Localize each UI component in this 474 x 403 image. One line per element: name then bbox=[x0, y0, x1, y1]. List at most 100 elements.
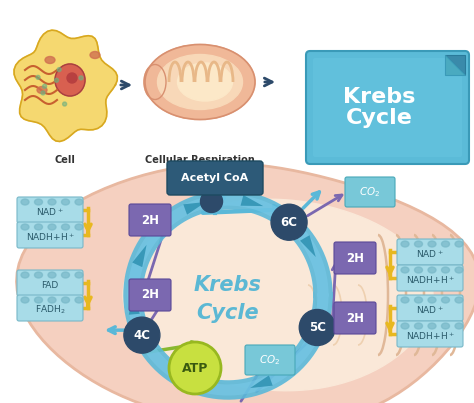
FancyBboxPatch shape bbox=[397, 295, 463, 321]
FancyBboxPatch shape bbox=[129, 279, 171, 311]
Ellipse shape bbox=[441, 323, 449, 329]
Circle shape bbox=[79, 76, 83, 80]
Text: NADH+H$^+$: NADH+H$^+$ bbox=[406, 274, 455, 286]
Text: FAD: FAD bbox=[41, 280, 59, 289]
Circle shape bbox=[41, 91, 45, 95]
Text: 2H: 2H bbox=[141, 289, 159, 301]
Ellipse shape bbox=[45, 56, 55, 64]
Text: Krebs: Krebs bbox=[194, 275, 262, 295]
Ellipse shape bbox=[144, 64, 166, 100]
Text: 4C: 4C bbox=[133, 329, 150, 342]
Ellipse shape bbox=[48, 272, 56, 278]
Ellipse shape bbox=[90, 52, 100, 58]
Ellipse shape bbox=[75, 272, 83, 278]
Circle shape bbox=[124, 317, 160, 353]
Text: NAD$^+$: NAD$^+$ bbox=[416, 304, 444, 316]
Text: Cycle: Cycle bbox=[197, 303, 259, 323]
Circle shape bbox=[63, 102, 67, 106]
Circle shape bbox=[271, 204, 307, 240]
Ellipse shape bbox=[145, 44, 255, 120]
FancyBboxPatch shape bbox=[17, 270, 83, 296]
Ellipse shape bbox=[48, 199, 56, 205]
Ellipse shape bbox=[67, 73, 77, 83]
Ellipse shape bbox=[428, 297, 436, 303]
Ellipse shape bbox=[401, 267, 409, 273]
Polygon shape bbox=[123, 199, 433, 391]
Ellipse shape bbox=[21, 224, 29, 230]
FancyBboxPatch shape bbox=[245, 345, 295, 375]
Circle shape bbox=[57, 68, 61, 72]
Polygon shape bbox=[132, 245, 146, 267]
Ellipse shape bbox=[55, 64, 85, 96]
FancyBboxPatch shape bbox=[129, 204, 171, 236]
Polygon shape bbox=[300, 235, 316, 257]
Ellipse shape bbox=[62, 272, 70, 278]
Ellipse shape bbox=[75, 297, 83, 303]
Polygon shape bbox=[129, 292, 140, 315]
Text: NAD$^+$: NAD$^+$ bbox=[416, 248, 444, 260]
Ellipse shape bbox=[455, 267, 463, 273]
FancyBboxPatch shape bbox=[334, 242, 376, 274]
Polygon shape bbox=[183, 202, 206, 215]
Text: 2H: 2H bbox=[141, 214, 159, 226]
FancyBboxPatch shape bbox=[397, 239, 463, 265]
Polygon shape bbox=[14, 30, 118, 141]
Text: Cellular Respiration: Cellular Respiration bbox=[145, 155, 255, 165]
Circle shape bbox=[55, 78, 58, 82]
FancyBboxPatch shape bbox=[306, 51, 469, 164]
Circle shape bbox=[36, 75, 40, 79]
Ellipse shape bbox=[62, 297, 70, 303]
Text: Krebs
Cycle: Krebs Cycle bbox=[343, 87, 416, 128]
Ellipse shape bbox=[35, 272, 43, 278]
FancyBboxPatch shape bbox=[167, 161, 263, 195]
Ellipse shape bbox=[48, 224, 56, 230]
FancyBboxPatch shape bbox=[17, 197, 83, 223]
Ellipse shape bbox=[414, 267, 422, 273]
Ellipse shape bbox=[21, 199, 29, 205]
Text: ATP: ATP bbox=[182, 361, 208, 374]
Ellipse shape bbox=[414, 241, 422, 247]
Ellipse shape bbox=[428, 267, 436, 273]
Ellipse shape bbox=[62, 224, 70, 230]
Ellipse shape bbox=[177, 63, 233, 101]
FancyBboxPatch shape bbox=[397, 321, 463, 347]
Ellipse shape bbox=[401, 241, 409, 247]
Text: FADH$_2$: FADH$_2$ bbox=[35, 304, 65, 316]
Ellipse shape bbox=[455, 297, 463, 303]
Circle shape bbox=[169, 342, 221, 394]
Ellipse shape bbox=[37, 87, 47, 93]
Ellipse shape bbox=[35, 224, 43, 230]
Ellipse shape bbox=[21, 297, 29, 303]
Polygon shape bbox=[17, 164, 474, 403]
Ellipse shape bbox=[35, 199, 43, 205]
Ellipse shape bbox=[455, 241, 463, 247]
Polygon shape bbox=[240, 195, 263, 206]
Ellipse shape bbox=[48, 297, 56, 303]
Text: 5C: 5C bbox=[309, 321, 326, 334]
Polygon shape bbox=[313, 315, 326, 338]
Polygon shape bbox=[250, 375, 273, 388]
Text: Cell: Cell bbox=[55, 155, 75, 165]
Ellipse shape bbox=[441, 267, 449, 273]
Text: NADH+H$^+$: NADH+H$^+$ bbox=[406, 330, 455, 342]
Text: 2H: 2H bbox=[346, 312, 364, 324]
Circle shape bbox=[201, 191, 222, 212]
Ellipse shape bbox=[414, 323, 422, 329]
Circle shape bbox=[299, 310, 335, 345]
Ellipse shape bbox=[21, 272, 29, 278]
FancyBboxPatch shape bbox=[345, 177, 395, 207]
FancyBboxPatch shape bbox=[334, 302, 376, 334]
Text: 6C: 6C bbox=[281, 216, 298, 229]
Ellipse shape bbox=[75, 199, 83, 205]
Ellipse shape bbox=[428, 323, 436, 329]
Text: 2H: 2H bbox=[346, 251, 364, 264]
FancyBboxPatch shape bbox=[17, 222, 83, 248]
Ellipse shape bbox=[75, 224, 83, 230]
Text: $CO_2$: $CO_2$ bbox=[359, 185, 381, 199]
Text: NADH+H$^+$: NADH+H$^+$ bbox=[26, 231, 74, 243]
Polygon shape bbox=[445, 55, 465, 75]
Ellipse shape bbox=[35, 297, 43, 303]
Circle shape bbox=[43, 84, 46, 88]
Text: $CO_2$: $CO_2$ bbox=[259, 353, 281, 367]
Ellipse shape bbox=[414, 297, 422, 303]
